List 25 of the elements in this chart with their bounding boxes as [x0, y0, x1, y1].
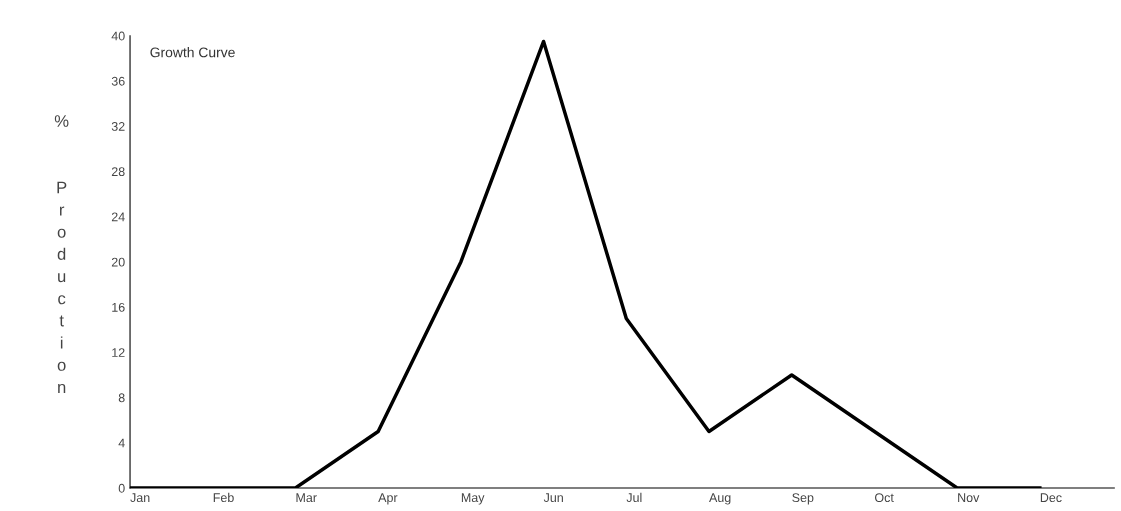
y-tick-label: 32 — [111, 122, 125, 131]
text: Growth Curve — [150, 47, 235, 58]
x-tick-label: May — [461, 493, 485, 505]
y-tick-label: 36 — [111, 76, 125, 86]
x-tick-label: Jan — [130, 493, 150, 503]
x-tick-label: Oct — [875, 493, 894, 503]
x-tick-label: Aug — [709, 493, 731, 505]
y-tick-label: 20 — [111, 257, 125, 267]
x-tick-label: Sep — [792, 493, 814, 505]
x-tick-label: Jun — [543, 493, 563, 503]
x-tick-label: Apr — [378, 493, 398, 505]
y-tick-label: 16 — [112, 302, 125, 312]
x-tick-label: Dec — [1040, 493, 1062, 503]
y-tick-label: 0 — [118, 483, 125, 493]
x-tick-label: Feb — [213, 492, 234, 503]
y-tick-label: 28 — [111, 167, 125, 177]
x-tick-label: Nov — [958, 493, 980, 503]
text: % Production — [54, 115, 69, 393]
y-tick-label: 12 — [112, 348, 125, 357]
y-tick-label: 4 — [118, 438, 125, 448]
y-tick-label: 8 — [118, 393, 125, 403]
y-tick-label: 40 — [111, 31, 125, 41]
x-tick-label: Mar — [296, 493, 317, 503]
y-tick-label: 24 — [111, 212, 125, 222]
x-tick-label: Jul — [626, 492, 642, 503]
